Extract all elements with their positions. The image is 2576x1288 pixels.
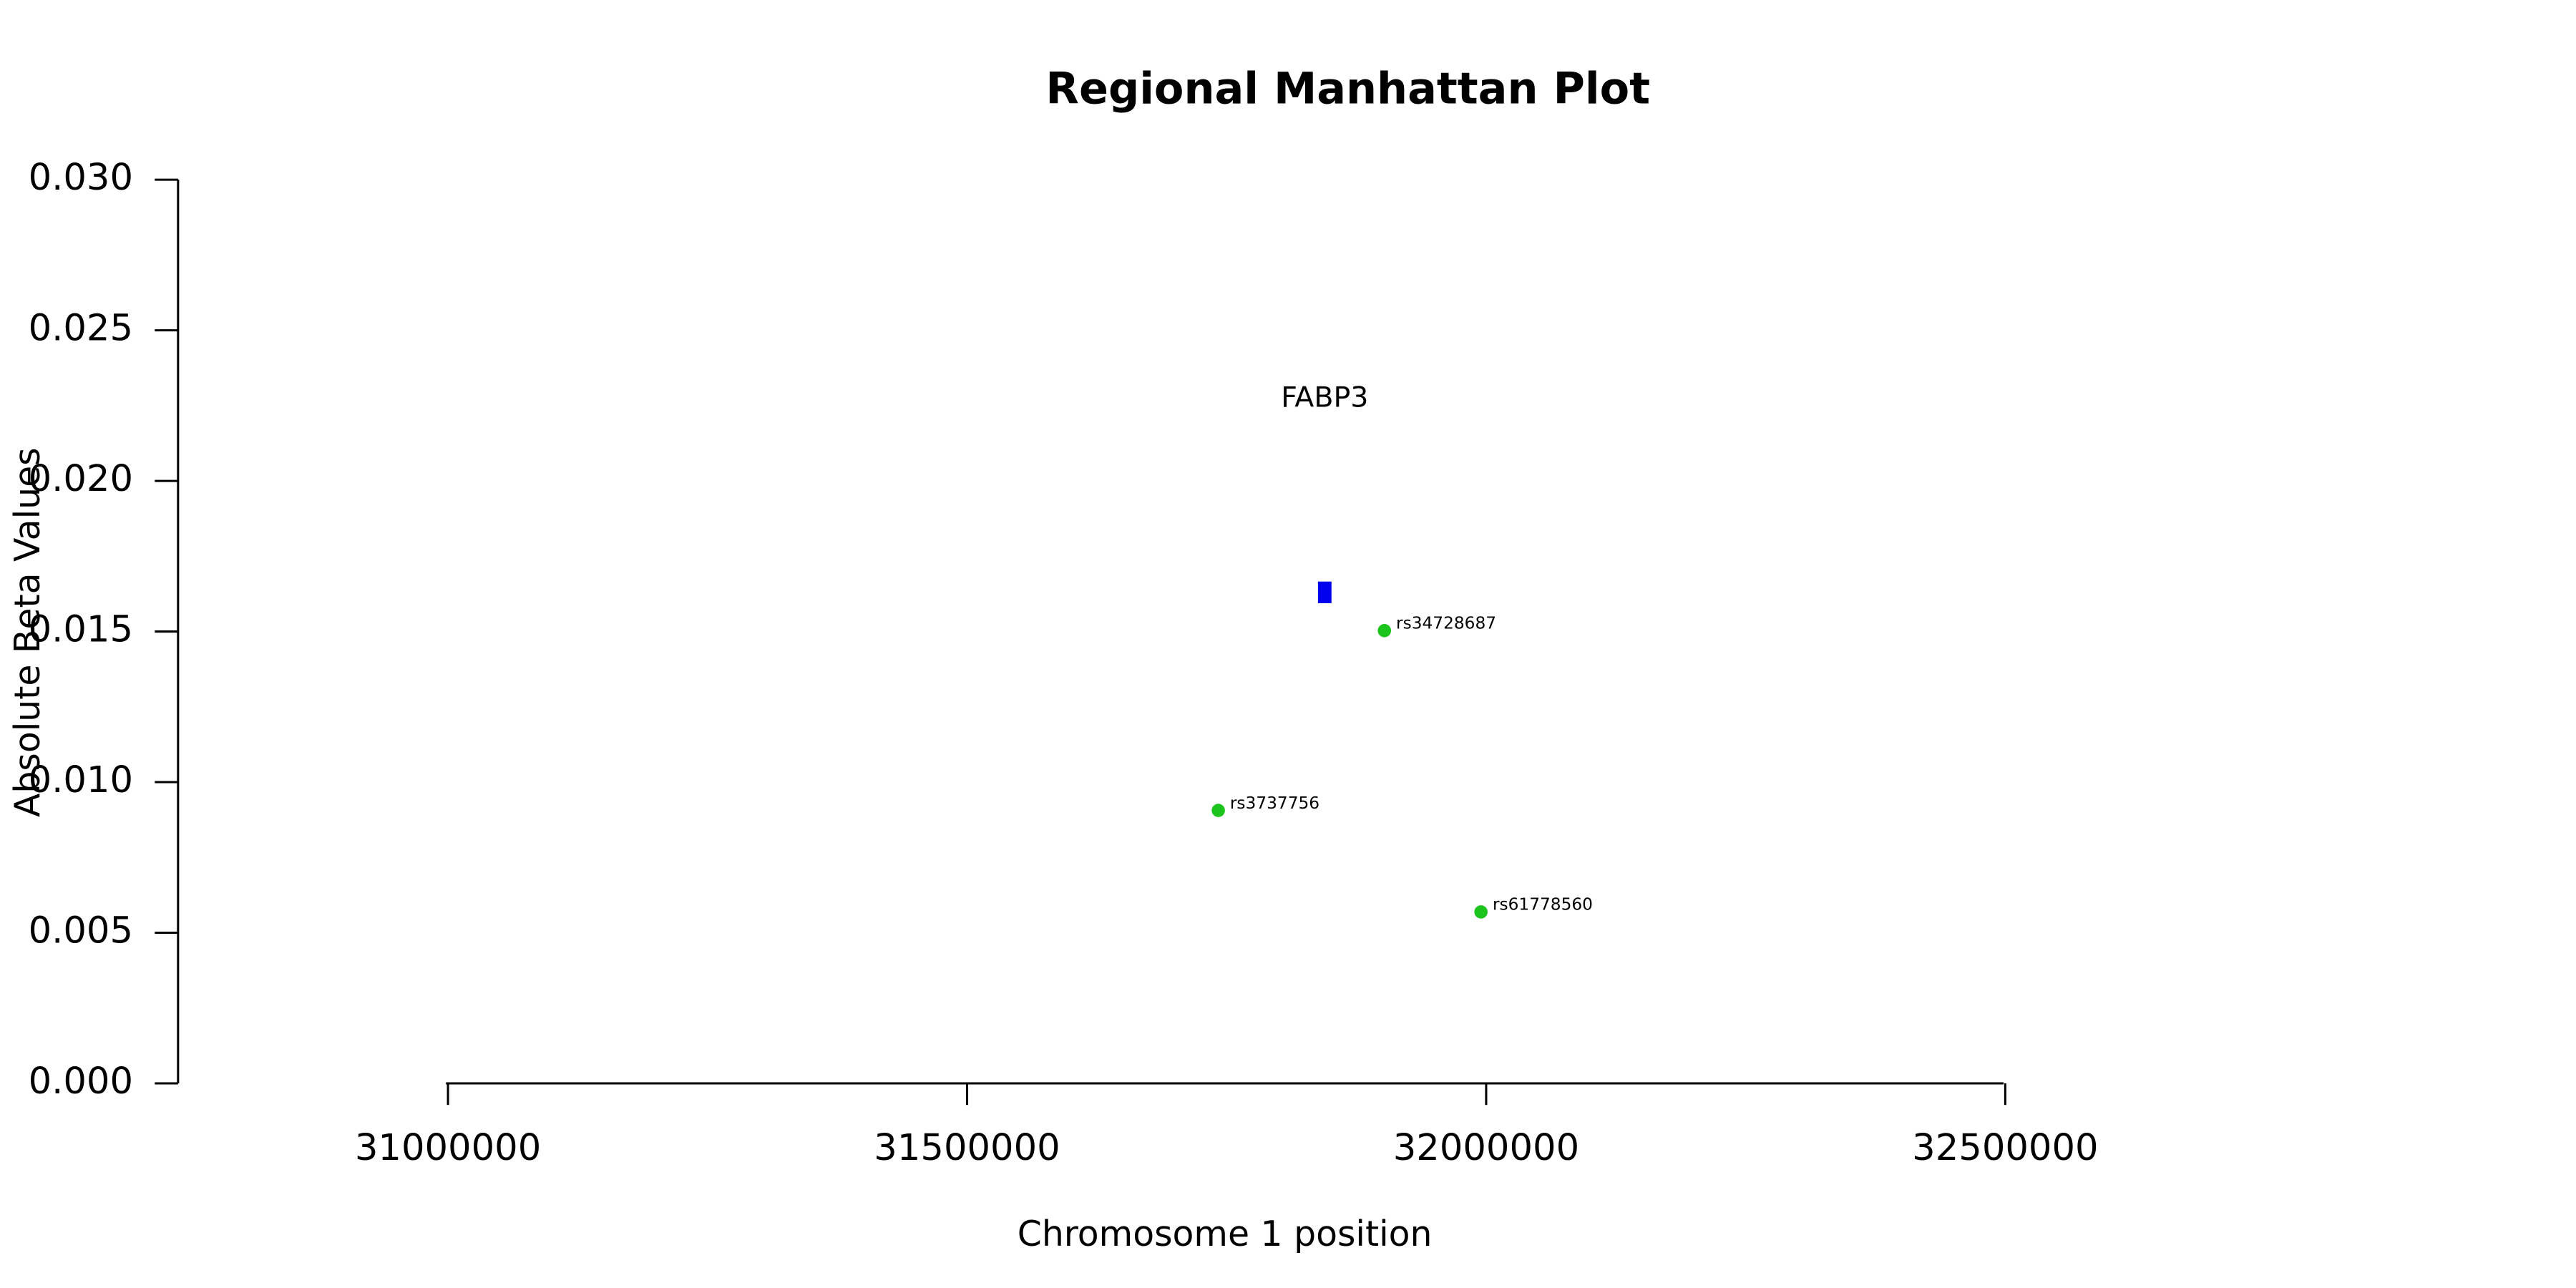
x-tick-label: 31000000 xyxy=(355,1127,541,1169)
y-tick-label: 0.025 xyxy=(29,308,133,350)
x-tick-label: 31500000 xyxy=(874,1127,1060,1169)
gene-label: FABP3 xyxy=(1281,381,1368,414)
y-tick-label: 0.020 xyxy=(29,458,133,500)
snp-label: rs61778560 xyxy=(1493,895,1593,914)
y-axis-label: Absolute Beta Values xyxy=(7,447,48,817)
snp-point xyxy=(1211,804,1225,817)
y-tick-label: 0.030 xyxy=(29,157,133,199)
y-tick-label: 0.015 xyxy=(29,609,133,651)
x-axis-label: Chromosome 1 position xyxy=(1018,1214,1433,1254)
y-tick-label: 0.005 xyxy=(29,909,133,952)
snp-point xyxy=(1474,905,1488,919)
snp-label: rs3737756 xyxy=(1230,794,1319,813)
snp-label: rs34728687 xyxy=(1396,613,1496,633)
snp-point xyxy=(1377,623,1392,638)
y-tick-label: 0.000 xyxy=(29,1060,133,1103)
x-tick-label: 32000000 xyxy=(1393,1127,1579,1169)
gene xyxy=(1317,581,1332,603)
chart-title: Regional Manhattan Plot xyxy=(1045,64,1650,114)
x-tick-label: 32500000 xyxy=(1912,1127,2098,1169)
y-tick-label: 0.010 xyxy=(29,759,133,801)
